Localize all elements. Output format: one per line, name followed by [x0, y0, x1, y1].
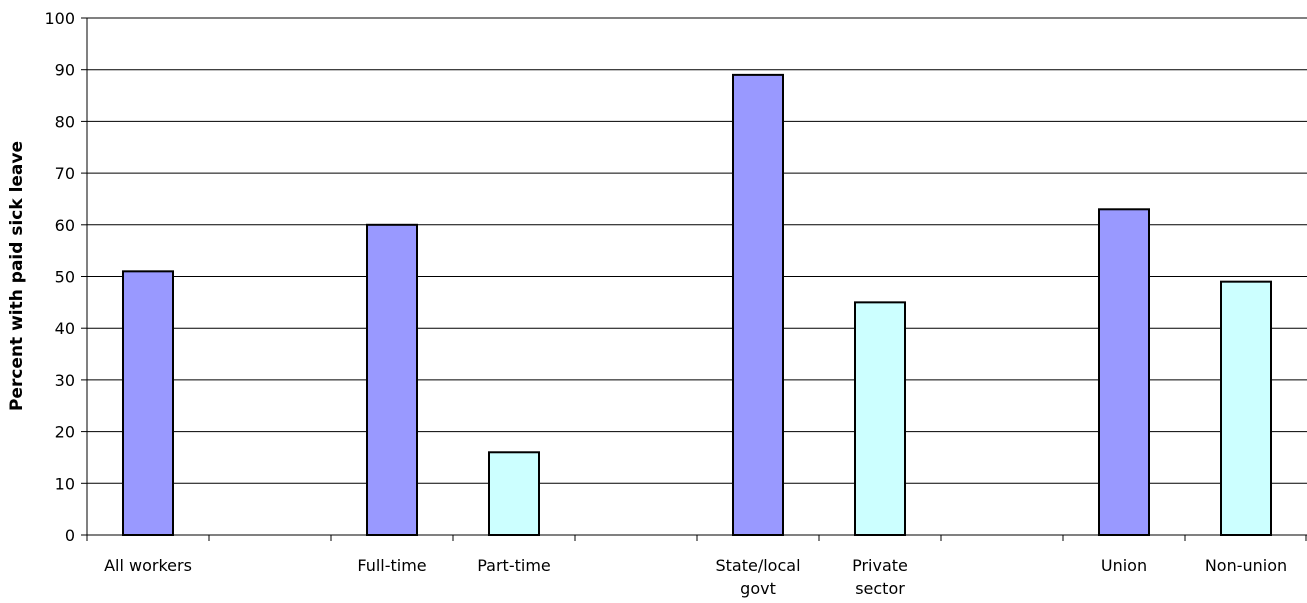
x-tick-label: Full-time [357, 556, 426, 575]
bar [366, 223, 418, 537]
bar [122, 270, 174, 536]
y-tick-label: 90 [55, 61, 75, 80]
bar [854, 301, 906, 536]
y-tick-label: 60 [55, 216, 75, 235]
grid-lines [87, 17, 1307, 484]
x-tick-label: All workers [104, 556, 192, 575]
x-tick-label: Part-time [477, 556, 551, 575]
bar [732, 73, 784, 537]
x-tick-label: Non-union [1205, 556, 1287, 575]
y-tick-label: 10 [55, 474, 75, 493]
x-tick-label: Union [1101, 556, 1147, 575]
y-tick-label: 40 [55, 319, 75, 338]
x-tick-label: Private [852, 556, 908, 575]
y-axis-ticks: 0 10 20 30 40 50 60 70 80 90 100 [44, 9, 87, 545]
bar [1220, 280, 1272, 537]
y-tick-label: 100 [44, 9, 75, 28]
x-tick-label: govt [740, 579, 776, 598]
y-tick-label: 80 [55, 112, 75, 131]
y-tick-label: 50 [55, 268, 75, 287]
x-tick-label: State/local [715, 556, 800, 575]
y-tick-label: 0 [65, 526, 75, 545]
bar [488, 451, 540, 536]
y-tick-label: 20 [55, 423, 75, 442]
bars [122, 73, 1272, 537]
axes [86, 18, 1307, 541]
y-axis-label: Percent with paid sick leave [7, 141, 27, 411]
x-tick-label: sector [855, 579, 905, 598]
x-axis-labels: All workers Full-time Part-time State/local… [104, 556, 1287, 598]
bar [1098, 208, 1150, 536]
y-tick-label: 70 [55, 164, 75, 183]
y-tick-label: 30 [55, 371, 75, 390]
